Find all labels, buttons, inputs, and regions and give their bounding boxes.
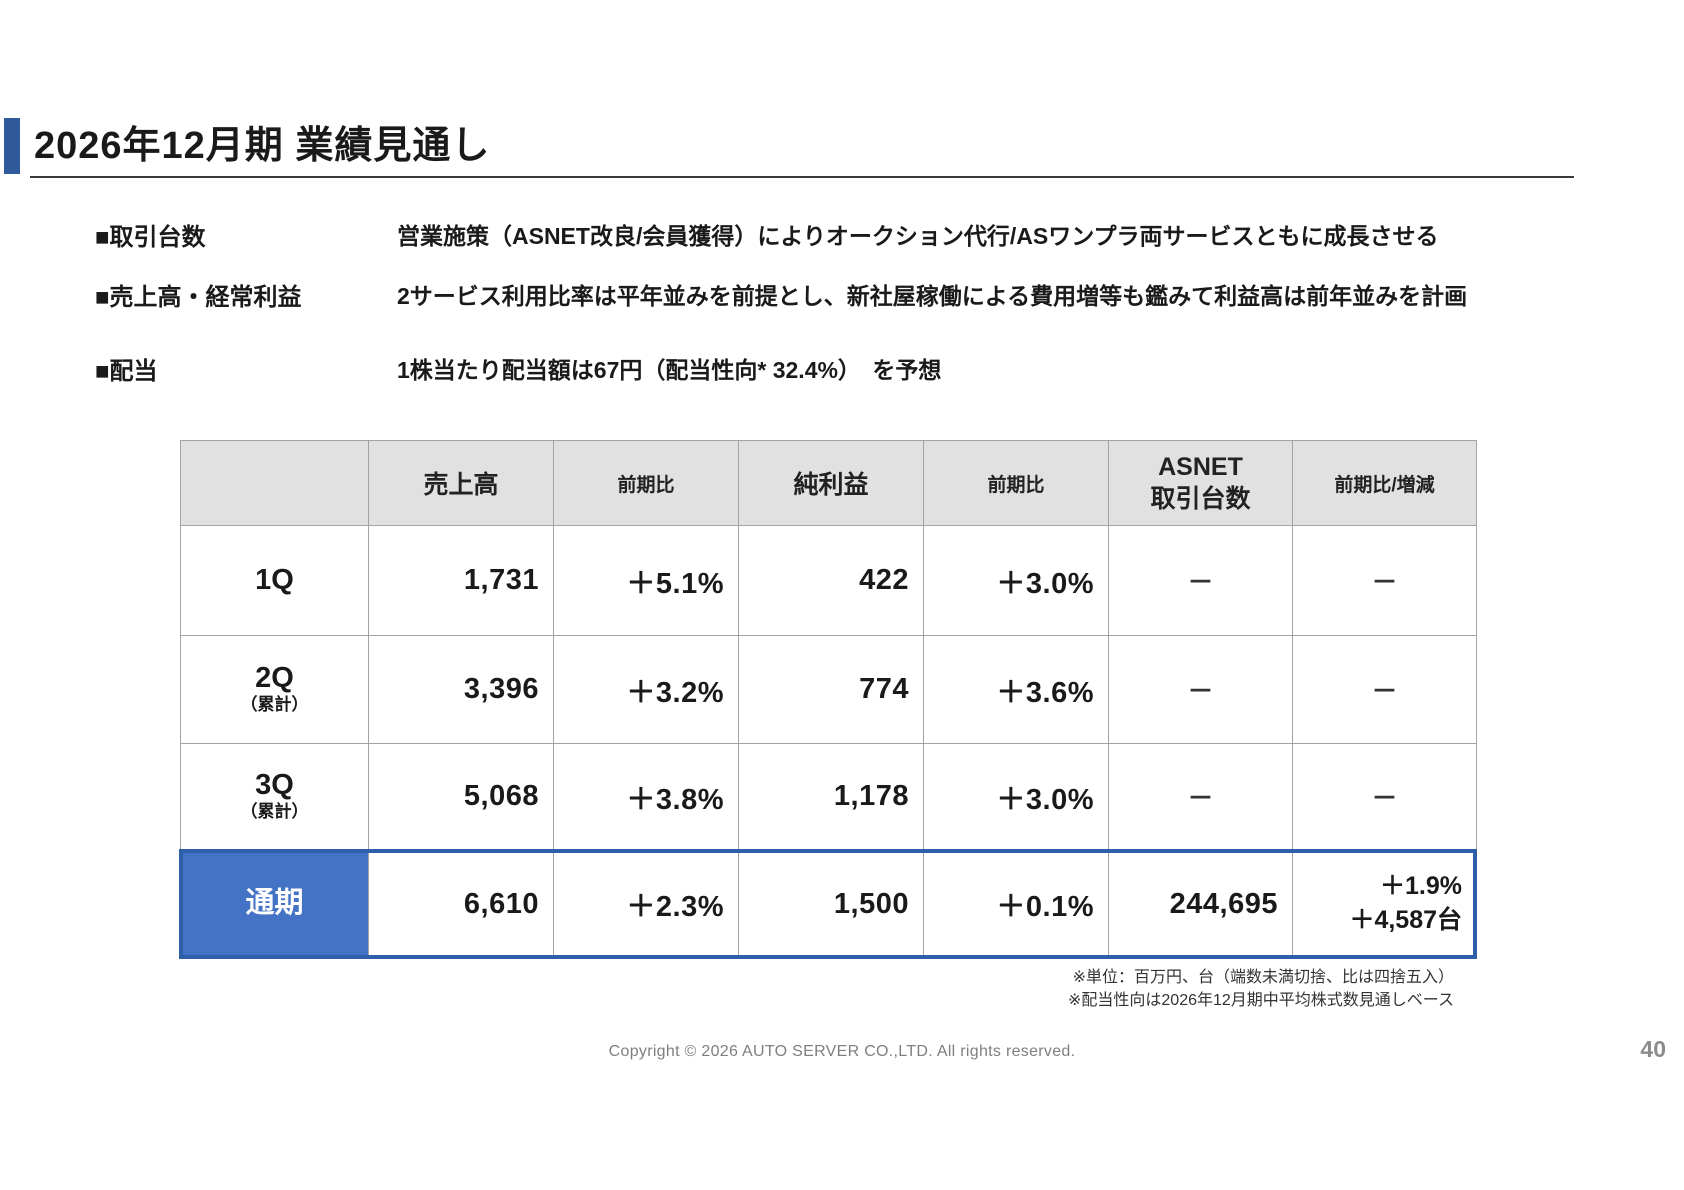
table-cell: － [1108,525,1293,636]
col-header-blank [180,440,369,526]
table-cell: 3,396 [368,635,554,744]
table-cell: ＋0.1% [923,849,1109,959]
bullet-text: 1株当たり配当額は67円（配当性向* 32.4%） を予想 [397,357,942,383]
table-cell: 244,695 [1108,849,1293,959]
table-cell: 1,500 [738,849,924,959]
table-cell: 422 [738,525,924,636]
page-title: 2026年12月期 業績見通し [34,125,491,167]
bullet-label: ■売上高・経常利益 [95,284,302,311]
table-cell: ＋3.0% [923,743,1109,850]
table-row-full-year: 通期 6,610 ＋2.3% 1,500 ＋0.1% 244,695 ＋1.9%… [180,849,1477,959]
row-label: 1Q [180,525,369,636]
table-cell: ＋3.8% [553,743,739,850]
forecast-table: 売上高 前期比 純利益 前期比 ASNET 取引台数 前期比/増減 1Q 1,7… [180,440,1477,959]
row-label: 通期 [180,849,369,959]
col-header-yoy-income: 前期比 [923,440,1109,526]
table-footnotes: ※単位：百万円、台（端数未満切捨、比は四捨五入） ※配当性向は2026年12月期… [1068,966,1454,1012]
table-cell: － [1292,525,1477,636]
footnote-dividend: ※配当性向は2026年12月期中平均株式数見通しベース [1068,992,1454,1010]
title-divider [30,176,1574,178]
col-header-yoy-sales: 前期比 [553,440,739,526]
table-row-3q: 3Q （累計） 5,068 ＋3.8% 1,178 ＋3.0% － － [180,743,1477,850]
col-header-yoy-change: 前期比/増減 [1292,440,1477,526]
bullet-label: ■取引台数 [95,224,206,251]
table-cell: － [1108,635,1293,744]
row-label: 2Q （累計） [180,635,369,744]
table-row-2q: 2Q （累計） 3,396 ＋3.2% 774 ＋3.6% － － [180,635,1477,744]
row-label: 3Q （累計） [180,743,369,850]
table-cell: 1,731 [368,525,554,636]
bullet-trading-volume: ■取引台数 営業施策（ASNET改良/会員獲得）によりオークション代行/ASワン… [0,217,1684,257]
bullet-text: 営業施策（ASNET改良/会員獲得）によりオークション代行/ASワンプラ両サービ… [397,223,1439,249]
table-cell: ＋5.1% [553,525,739,636]
table-cell: － [1292,635,1477,744]
table-row-1q: 1Q 1,731 ＋5.1% 422 ＋3.0% － － [180,525,1477,636]
table-cell: 6,610 [368,849,554,959]
table-cell: 774 [738,635,924,744]
table-cell: ＋3.6% [923,635,1109,744]
page-number: 40 [1640,1036,1666,1062]
table-cell: － [1292,743,1477,850]
copyright-text: Copyright © 2026 AUTO SERVER CO.,LTD. Al… [608,1043,1076,1060]
col-header-asnet-units: ASNET 取引台数 [1108,440,1293,526]
title-accent-bar [4,118,20,174]
table-cell: ＋3.2% [553,635,739,744]
bullet-dividend: ■配当 1株当たり配当額は67円（配当性向* 32.4%） を予想 [0,351,1684,391]
bullet-sales-profit: ■売上高・経常利益 2サービス利用比率は平年並みを前提とし、新社屋稼働による費用… [0,277,1684,317]
table-header-row: 売上高 前期比 純利益 前期比 ASNET 取引台数 前期比/増減 [180,440,1477,526]
table-cell: － [1108,743,1293,850]
col-header-sales: 売上高 [368,440,554,526]
table-cell: ＋3.0% [923,525,1109,636]
table-cell: 1,178 [738,743,924,850]
table-cell: ＋2.3% [553,849,739,959]
bullet-text: 2サービス利用比率は平年並みを前提とし、新社屋稼働による費用増等も鑑みて利益高は… [397,283,1468,309]
col-header-net-income: 純利益 [738,440,924,526]
table-cell: ＋1.9% ＋4,587台 [1292,849,1477,959]
bullet-label: ■配当 [95,358,158,385]
forecast-table-wrap: 売上高 前期比 純利益 前期比 ASNET 取引台数 前期比/増減 1Q 1,7… [179,440,1477,959]
footnote-units: ※単位：百万円、台（端数未満切捨、比は四捨五入） [1072,969,1454,986]
table-cell: 5,068 [368,743,554,850]
